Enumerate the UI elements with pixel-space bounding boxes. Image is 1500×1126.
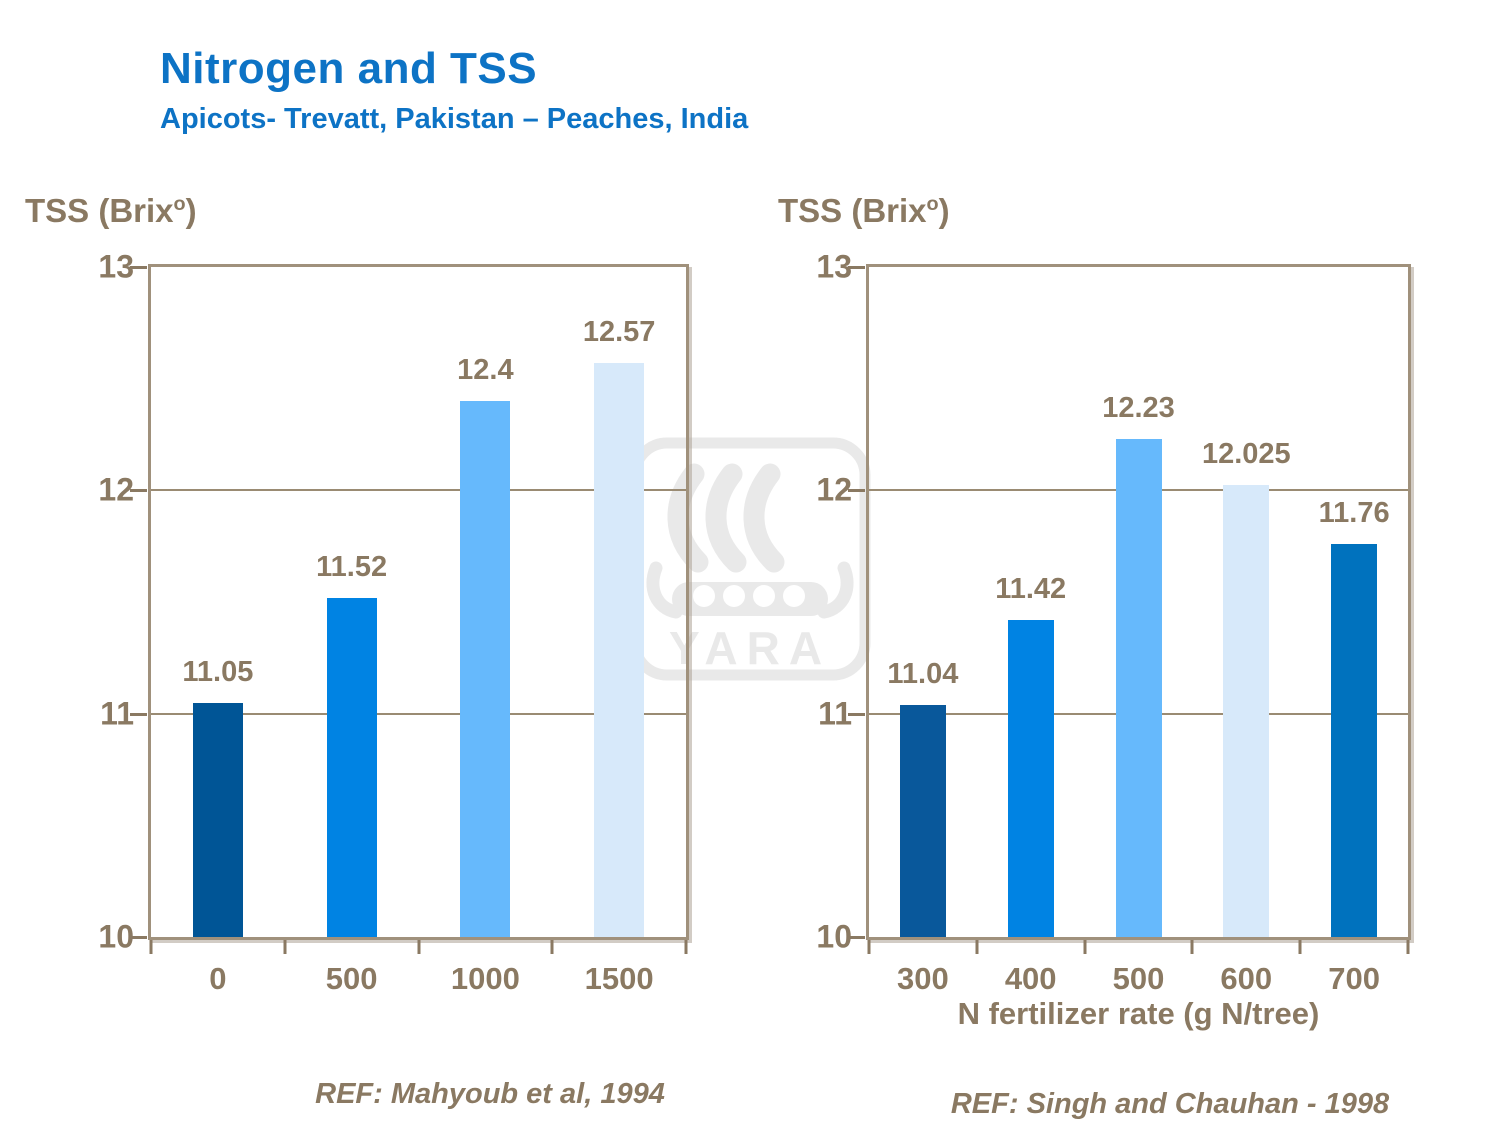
x-tick-mark [867, 940, 871, 954]
y-tick-mark-10 [130, 936, 147, 939]
y-tick-label-10: 10 [816, 918, 852, 955]
y-tick-label-11: 11 [818, 695, 852, 732]
y-tick-label-12: 12 [98, 471, 134, 508]
y-tick-label-13: 13 [816, 248, 852, 285]
y-tick-mark-11 [848, 712, 865, 716]
y-tick-label-11: 11 [100, 695, 134, 732]
plot-area-right: 13 12 11 10 300 11.04 400 11.42 500 12.23 600 12.02… [816, 249, 1411, 996]
bar-600 [1223, 484, 1270, 937]
bar-value-label-0: 11.05 [182, 655, 254, 688]
page-subtitle: Apicots- Trevatt, Pakistan – Peaches, In… [160, 103, 749, 135]
y-axis-title-close: ) [185, 192, 197, 229]
x-tick-mark [684, 940, 688, 954]
bar-300 [899, 704, 946, 937]
page-title: Nitrogen and TSS [160, 44, 538, 93]
gridline-12 [151, 489, 686, 492]
y-axis-title-text: TSS (Brix [25, 192, 174, 229]
y-axis-title-close: ) [938, 192, 950, 229]
reference-left: REF: Mahyoub et al, 1994 [315, 1078, 665, 1110]
x-tick-label-300: 300 [897, 961, 949, 996]
x-tick-label-1000: 1000 [450, 961, 520, 996]
bar-700 [1331, 543, 1378, 937]
x-tick-mark [550, 940, 554, 954]
bar-value-label-500: 11.52 [316, 550, 388, 583]
title-block: Nitrogen and TSS Apicots- Trevatt, Pakis… [160, 44, 748, 136]
bar-500 [326, 597, 377, 937]
x-tick-mark [283, 940, 287, 954]
y-tick-label-10: 10 [98, 918, 134, 955]
bar-value-label-600: 12.025 [1201, 437, 1291, 470]
bar-value-label-500: 12.23 [1102, 391, 1175, 424]
gridline-11 [151, 712, 686, 715]
y-axis-title-superscript: o [173, 193, 186, 215]
bar-400 [1007, 619, 1054, 937]
bar-500 [1115, 438, 1162, 937]
yara-watermark: YARA [628, 436, 872, 687]
x-tick-mark [1298, 940, 1302, 954]
y-axis-title-text: TSS (Brix [778, 192, 927, 229]
y-axis-title-right: TSS (Brixo) [778, 192, 950, 230]
reference-right: REF: Singh and Chauhan - 1998 [950, 1088, 1390, 1120]
bar-value-label-300: 11.04 [887, 657, 959, 690]
gridline-11 [869, 712, 1408, 715]
y-axis-title-left: TSS (Brixo) [25, 192, 197, 230]
x-tick-label-400: 400 [1004, 961, 1057, 996]
yara-viking-ship-logo-icon: YARA [629, 437, 871, 681]
x-tick-mark [417, 940, 420, 954]
y-axis-title-superscript: o [926, 193, 939, 215]
bar-value-label-1000: 12.4 [457, 354, 514, 386]
x-tick-mark [149, 940, 153, 954]
x-tick-mark [1190, 940, 1194, 954]
x-tick-mark [1406, 940, 1410, 954]
bar-0 [192, 702, 243, 937]
x-axis-title: N fertilizer rate (g N/tree) [957, 996, 1320, 1031]
x-tick-mark [975, 940, 979, 954]
bar-value-label-700: 11.76 [1318, 496, 1390, 529]
x-tick-label-0: 0 [209, 961, 227, 996]
y-tick-label-13: 13 [98, 248, 134, 285]
x-tick-label-600: 600 [1220, 961, 1273, 996]
bar-1000 [460, 401, 511, 937]
y-tick-mark-13 [848, 266, 865, 269]
y-tick-mark-13 [130, 266, 147, 269]
bar-value-label-1500: 12.57 [582, 316, 656, 349]
bar-value-label-400: 11.42 [995, 572, 1067, 605]
gridline-12 [869, 489, 1408, 492]
x-tick-mark [1083, 940, 1087, 954]
plot-area-left: 13 12 11 10 0 11.05 500 11.52 1000 12.4 1500 12.57 [98, 249, 689, 996]
x-tick-label-1500: 1500 [584, 961, 654, 996]
y-tick-mark-10 [848, 936, 865, 939]
y-tick-mark-11 [130, 712, 147, 716]
x-tick-label-500: 500 [325, 961, 378, 996]
x-tick-label-700: 700 [1328, 961, 1380, 996]
y-tick-mark-12 [130, 489, 147, 493]
yara-wordmark: YARA [669, 622, 831, 674]
x-tick-label-500: 500 [1112, 961, 1165, 996]
